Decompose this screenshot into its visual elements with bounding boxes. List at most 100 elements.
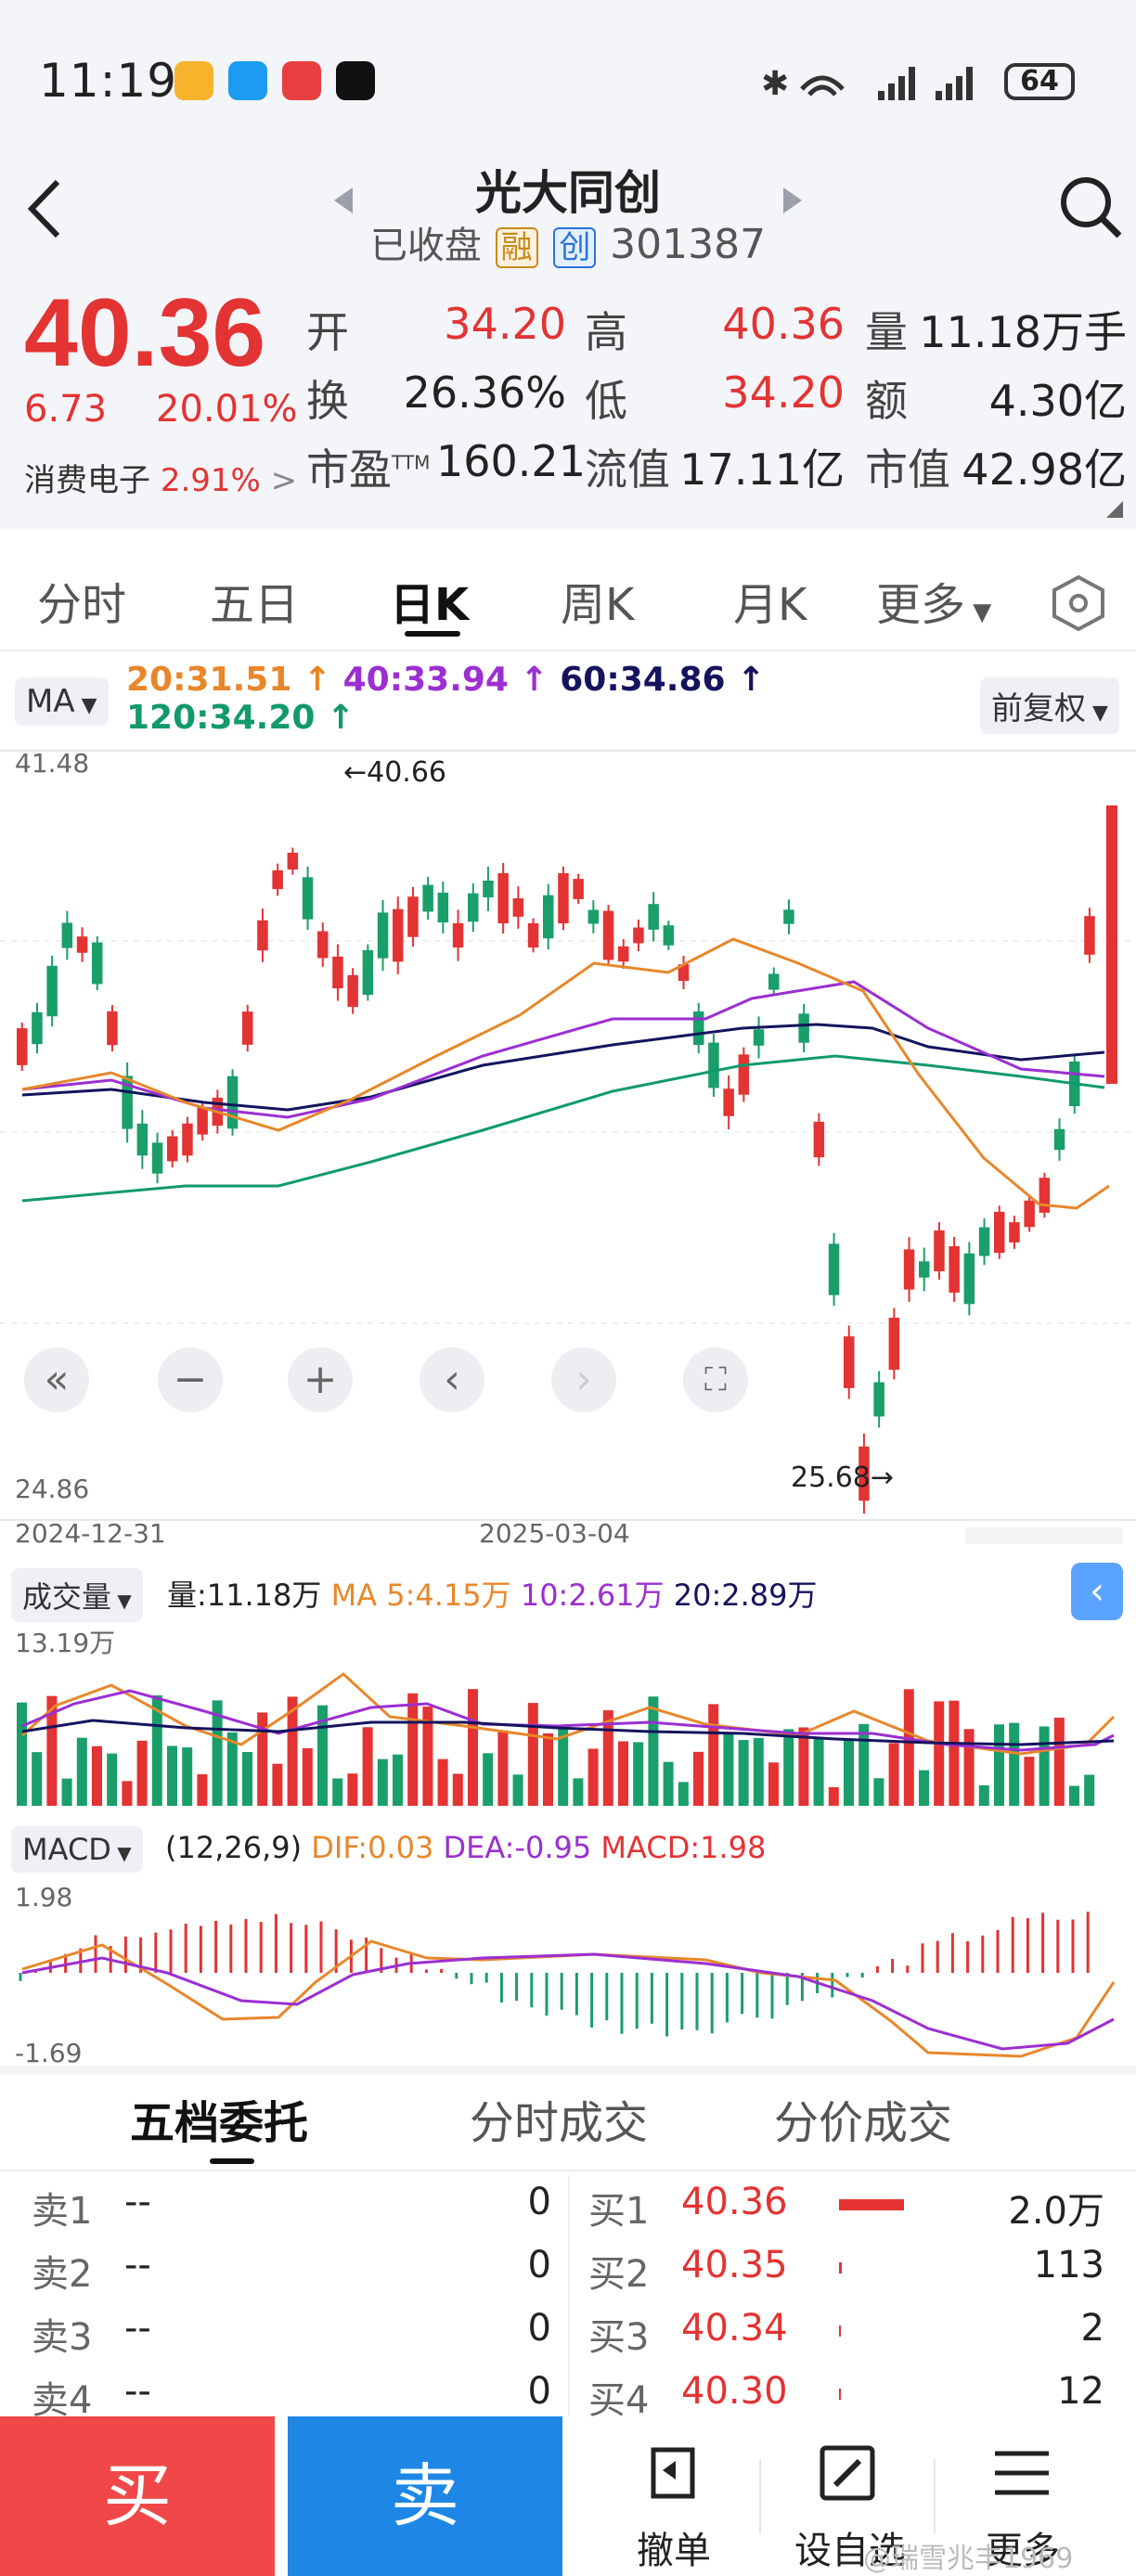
volume-bar (858, 1723, 870, 1806)
candle (949, 1246, 960, 1293)
candle (783, 909, 794, 924)
zoom-in-button[interactable]: + (288, 1347, 353, 1412)
huawei-store-icon (282, 61, 321, 100)
volume-bar (738, 1740, 749, 1806)
volume-bar (468, 1689, 478, 1806)
pan-right-button[interactable]: › (551, 1347, 616, 1412)
volume-ma5: MA 5:4.15万 (330, 1578, 511, 1613)
menu-icon (995, 2451, 1049, 2495)
tab-5day[interactable]: 五日 (210, 579, 300, 631)
volume-bar (17, 1702, 27, 1806)
fullscreen-button[interactable]: ⛶ (683, 1347, 748, 1412)
volume-bar (633, 1742, 644, 1806)
candle (422, 884, 433, 912)
volume-bar (362, 1727, 373, 1806)
tab-price-trades[interactable]: 分价成交 (774, 2097, 953, 2149)
dropdown-icon: ▼ (965, 599, 992, 626)
signal-icons: ✱ (761, 65, 973, 103)
ma20-label: 20:31.51 ↑ (126, 661, 332, 699)
volume-value: 11.18万手 (919, 307, 1127, 357)
tab-weekly-k[interactable]: 周K (561, 579, 635, 631)
volume-bar (407, 1693, 419, 1806)
low-value: 34.20 (722, 367, 845, 418)
ma40-label: 40:33.94 ↑ (342, 661, 549, 699)
candle (46, 965, 58, 1017)
battery-indicator: 64 (1004, 63, 1075, 100)
low-label: 低 (585, 376, 627, 426)
volume-bar (919, 1770, 929, 1806)
tab-daily-k[interactable]: 日K (390, 579, 470, 631)
tab-minute[interactable]: 分时 (37, 579, 127, 631)
dea-line (21, 1952, 1115, 2051)
candle (483, 880, 494, 898)
zoom-out-button[interactable]: − (158, 1347, 223, 1412)
macd-y-min: -1.69 (15, 2038, 82, 2066)
open-label: 开 (306, 307, 349, 357)
volume-bar (708, 1704, 719, 1806)
cancel-order-button[interactable]: 撤单 (637, 2530, 711, 2572)
candle (76, 936, 88, 953)
volume-bar (226, 1732, 238, 1806)
float-value: 17.11亿 (679, 444, 845, 495)
buy-button[interactable]: 买 (0, 2416, 275, 2576)
candle (272, 869, 283, 890)
tab-five-levels[interactable]: 五档委托 (130, 2097, 309, 2149)
candle (693, 1011, 704, 1045)
candle (828, 1243, 840, 1295)
ma-selector[interactable]: MA ▼ (15, 677, 109, 726)
more-button[interactable]: 更多 (986, 2530, 1060, 2572)
volume-bar (723, 1732, 734, 1806)
tab-monthly-k[interactable]: 月K (733, 579, 807, 631)
volume-selector[interactable]: 成交量 ▼ (11, 1568, 143, 1622)
volume-ma20: 20:2.89万 (673, 1578, 818, 1613)
volume-bar (963, 1729, 975, 1806)
volume-bar (497, 1730, 509, 1806)
volume-legend: 量:11.18万 MA 5:4.15万 10:2.61万 20:2.89万 (167, 1572, 818, 1615)
last-price: 40.36 (24, 279, 266, 387)
candle (978, 1227, 990, 1256)
candle (844, 1336, 855, 1388)
volume-bar (949, 1700, 960, 1806)
volume-bar (317, 1705, 328, 1806)
volume-bar (798, 1727, 809, 1806)
sector-link[interactable]: 消费电子 2.91% > (24, 455, 297, 500)
pan-left-button[interactable]: ‹ (420, 1347, 484, 1412)
volume-bar (768, 1762, 779, 1806)
market-status: 已收盘 (369, 225, 482, 267)
volume-bar (46, 1695, 58, 1806)
add-favorite-button[interactable]: 设自选 (794, 2530, 906, 2572)
depth-bar (839, 2262, 842, 2273)
stock-code: 301387 (610, 221, 767, 268)
macd-chart: 1.98 -1.69 (15, 1882, 1116, 2066)
candle (92, 942, 103, 985)
sell-button[interactable]: 卖 (288, 2416, 562, 2576)
high-label: 高 (585, 307, 627, 357)
tab-tick-trades[interactable]: 分时成交 (470, 2097, 649, 2149)
prev-stock-icon[interactable] (330, 184, 358, 217)
candle (393, 908, 404, 962)
volume-bar (452, 1773, 463, 1806)
collapse-panel-button[interactable]: ‹ (1071, 1563, 1123, 1620)
next-stock-icon[interactable] (778, 184, 806, 217)
tab-more[interactable]: 更多 ▼ (876, 579, 992, 631)
ma120-line (21, 1054, 1105, 1203)
sell-row: 卖2 -- 0 (32, 2244, 551, 2296)
candle (61, 922, 73, 948)
rewind-button[interactable]: « (24, 1347, 89, 1412)
sector-pct: 2.91% (160, 462, 261, 499)
settings-hexagon-icon[interactable] (1049, 573, 1108, 633)
search-icon[interactable] (1056, 173, 1125, 241)
volume-bar (151, 1694, 162, 1806)
high-mark: ←40.66 (343, 756, 446, 789)
macd-selector[interactable]: MACD ▼ (11, 1826, 143, 1873)
volume-bar (587, 1748, 599, 1806)
adjust-selector[interactable]: 前复权 ▼ (980, 677, 1119, 734)
back-icon[interactable] (22, 176, 69, 241)
kline-chart[interactable]: ←40.66 25.68→ 41.48 24.86 2024-12-31 202… (0, 750, 1136, 1550)
expand-corner-icon[interactable] (1104, 499, 1125, 520)
volume-bar (332, 1778, 343, 1806)
volume-bar (1053, 1718, 1065, 1806)
candle (437, 892, 449, 923)
volume-bar (136, 1740, 148, 1806)
macd-value: MACD:1.98 (600, 1830, 767, 1865)
